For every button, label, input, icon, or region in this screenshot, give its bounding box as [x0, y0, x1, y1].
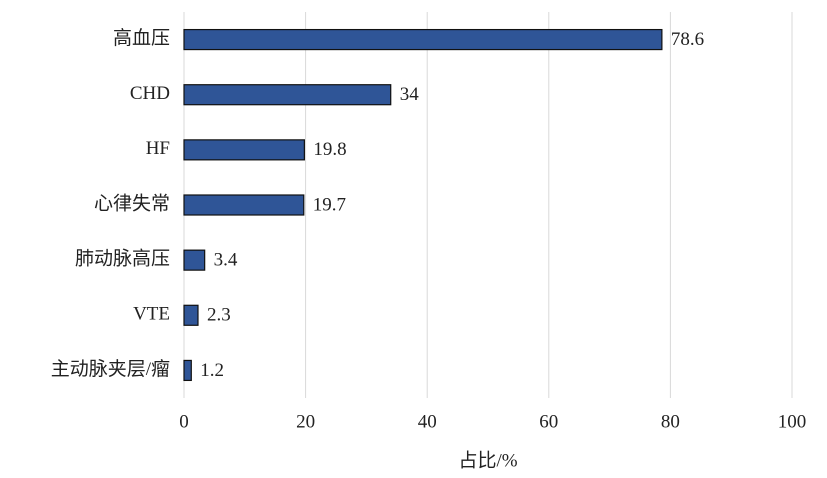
data-label: 3.4: [214, 250, 238, 271]
data-label: 1.2: [200, 360, 224, 381]
y-tick-label: 肺动脉高压: [75, 248, 170, 270]
bar: [183, 139, 305, 161]
y-tick-label: 高血压: [113, 27, 170, 49]
y-tick-label: 主动脉夹层/瘤: [51, 358, 170, 380]
x-tick-label: 20: [296, 411, 315, 432]
bar: [183, 359, 192, 382]
y-tick-label: CHD: [130, 83, 170, 104]
bar: [183, 28, 663, 51]
x-tick-label: 40: [418, 411, 437, 432]
y-tick-label: HF: [146, 138, 170, 159]
x-tick-label: 0: [179, 411, 189, 432]
bar: [183, 304, 199, 326]
x-tick-label: 100: [778, 411, 807, 432]
data-label: 78.6: [671, 29, 704, 50]
bar: [183, 249, 206, 271]
bar: [183, 84, 392, 106]
data-label: 2.3: [207, 305, 231, 326]
data-label: 19.7: [313, 194, 346, 215]
x-tick-label: 60: [539, 411, 558, 432]
data-label: 19.8: [313, 139, 346, 160]
x-tick-label: 80: [661, 411, 680, 432]
y-tick-label: VTE: [133, 304, 170, 325]
x-axis-title: 占比/%: [458, 449, 517, 471]
data-label: 34: [400, 84, 420, 105]
y-tick-label: 心律失常: [94, 192, 170, 214]
bar: [183, 194, 305, 216]
